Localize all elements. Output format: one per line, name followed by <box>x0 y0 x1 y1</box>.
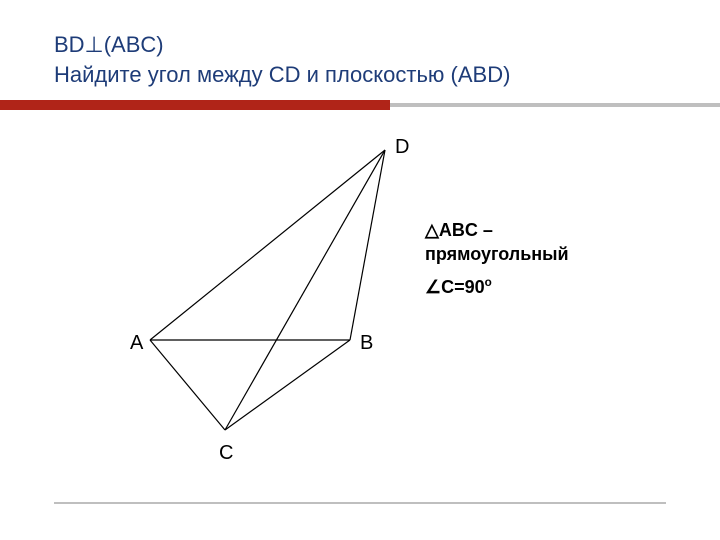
vertex-label-D: D <box>395 136 409 159</box>
vertex-label-B: B <box>360 332 373 355</box>
footer-line <box>54 502 666 504</box>
degree-symbol: o <box>485 276 492 289</box>
accent-gray <box>390 103 720 107</box>
edge-AD <box>150 150 385 340</box>
slide: BD⊥(ABC) Найдите угол между СD и плоскос… <box>0 0 720 540</box>
accent-bar <box>0 100 720 110</box>
title-line-1: BD⊥(ABC) <box>54 30 674 60</box>
info-block: △ABC – прямоугольный ∠C=90o <box>425 218 569 299</box>
slide-title: BD⊥(ABC) Найдите угол между СD и плоскос… <box>54 30 674 89</box>
title-line-2: Найдите угол между СD и плоскостью (ABD) <box>54 60 674 90</box>
edge-CD <box>225 150 385 430</box>
info-triangle-line1: △ABC – <box>425 218 569 242</box>
vertex-label-A: A <box>130 332 143 355</box>
edge-BD <box>350 150 385 340</box>
geometry-diagram <box>120 140 440 480</box>
info-triangle-line2: прямоугольный <box>425 242 569 266</box>
info-angle: ∠C=90o <box>425 275 569 299</box>
accent-red <box>0 100 390 110</box>
edge-BC <box>225 340 350 430</box>
vertex-label-C: C <box>219 442 233 465</box>
edge-AC <box>150 340 225 430</box>
info-angle-text: ∠C=90 <box>425 277 485 297</box>
